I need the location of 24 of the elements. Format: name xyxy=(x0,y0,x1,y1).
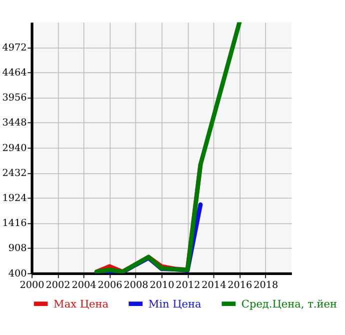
y-tick-label: 4464 xyxy=(2,68,27,78)
x-tick-label: 2018 xyxy=(254,280,278,291)
x-tick-label: 2010 xyxy=(150,280,174,291)
x-tick-label: 2002 xyxy=(46,280,70,291)
x-tick-label: 2008 xyxy=(124,280,148,291)
y-tick-label: 3956 xyxy=(2,92,27,104)
y-tick-label: 2432 xyxy=(2,168,27,179)
x-tick-label: 2000 xyxy=(20,280,44,291)
line-series xyxy=(94,22,242,274)
y-tick-label: 4972 xyxy=(2,42,27,54)
y-tick-label: 1924 xyxy=(2,193,27,204)
y-tick-label: 3448 xyxy=(2,118,27,129)
x-tick-label: 2004 xyxy=(72,280,96,291)
legend-label: Max Цена xyxy=(54,298,109,310)
x-tick-label: 2006 xyxy=(98,280,122,291)
y-tick-label: 2940 xyxy=(2,142,27,154)
y-tick-label: 908 xyxy=(8,243,27,254)
legend-label: Сред.Цена, т.йен xyxy=(241,298,337,310)
y-tick-label: 1416 xyxy=(2,218,27,230)
x-tick-label: 2016 xyxy=(228,280,252,291)
x-tick-label: 2014 xyxy=(202,280,226,291)
x-tick-label: 2012 xyxy=(176,280,200,291)
y-tick-label: 400 xyxy=(8,268,27,280)
legend-label: Min Цена xyxy=(148,298,202,310)
